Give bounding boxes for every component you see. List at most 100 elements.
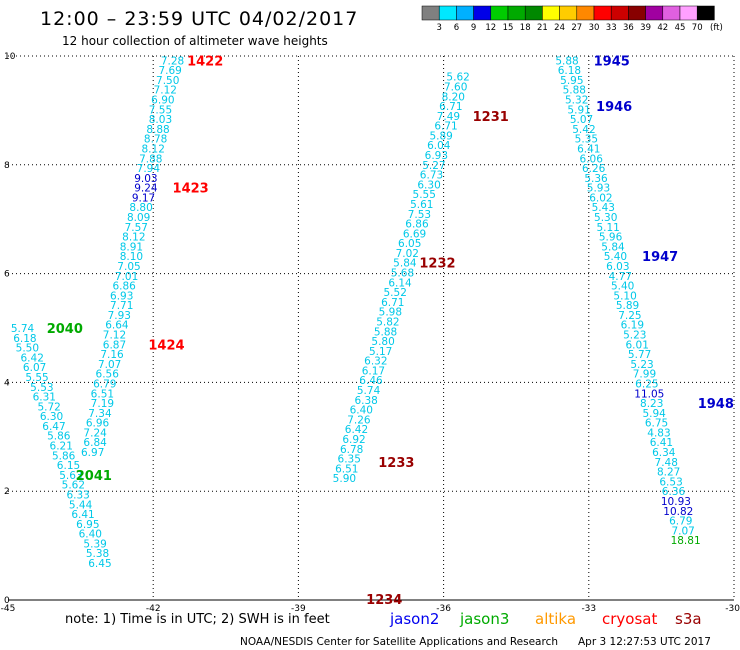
wave-height-point: 5.43 [592, 202, 615, 214]
wave-height-point: 6.40 [350, 405, 373, 417]
wave-height-point: 7.53 [408, 209, 431, 221]
pass-time-label: 1946 [596, 100, 632, 115]
wave-height-point: 8.12 [122, 232, 145, 244]
pass-time-label: 1947 [642, 250, 678, 265]
wave-height-point: 5.98 [379, 307, 402, 319]
wave-height-point: 8.88 [146, 124, 169, 136]
wave-height-point: 6.71 [434, 121, 457, 133]
wave-height-point: 7.28 [161, 55, 184, 67]
colorbar-swatch [559, 5, 578, 21]
wave-height-point: 11.05 [634, 388, 664, 400]
colorbar-swatch [696, 5, 715, 21]
wave-height-point: 6.86 [112, 281, 136, 293]
wave-height-point: 5.86 [47, 431, 71, 443]
colorbar-label: 15 [503, 23, 514, 33]
wave-height-point: 6.97 [81, 447, 104, 459]
colorbar-swatch [576, 5, 595, 21]
wave-height-point: 7.02 [396, 248, 419, 260]
y-tick-label: 8 [4, 161, 10, 171]
wave-height-point: 5.74 [357, 385, 381, 397]
colorbar-swatch [438, 5, 457, 21]
colorbar-label: 70 [692, 23, 703, 33]
wave-height-point: 6.32 [364, 356, 387, 368]
wave-height-point: 7.12 [154, 85, 177, 97]
wave-height-point: 5.68 [391, 268, 414, 280]
wave-height-point: 8.78 [144, 134, 167, 146]
colorbar-label: 21 [537, 23, 548, 33]
wave-height-point: 8.10 [120, 251, 143, 263]
wave-height-point: 5.72 [37, 401, 60, 413]
wave-height-point: 7.93 [108, 310, 131, 322]
wave-height-point: 8.09 [127, 212, 150, 224]
colorbar-label: 33 [606, 23, 617, 33]
wave-height-point: 5.88 [555, 55, 578, 67]
colorbar: 3 6 9 12 15 18 21 24 27 30 33 36 39 42 45 70 [421, 5, 715, 33]
wave-height-point: 5.39 [83, 538, 106, 550]
wave-height-point: 9.24 [134, 183, 158, 195]
wave-height-point: 5.07 [570, 114, 593, 126]
wave-height-point: 6.19 [621, 320, 644, 332]
wave-height-point: 5.61 [410, 199, 433, 211]
wave-height-point: 6.79 [669, 516, 692, 528]
wave-height-point: 6.36 [662, 486, 686, 498]
wave-height-point: 7.25 [618, 310, 641, 322]
colorbar-label: 42 [657, 23, 668, 33]
wave-height-point: 5.38 [86, 548, 109, 560]
pass-time-label: 1424 [148, 338, 184, 353]
pass-time-label: 1231 [473, 110, 509, 125]
wave-height-point: 5.86 [52, 450, 76, 462]
wave-height-point: 5.23 [623, 330, 646, 342]
legend-item-cryosat: cryosat [602, 610, 657, 628]
x-tick-label: -42 [146, 604, 161, 614]
pass-time-label: 1233 [378, 456, 414, 471]
wave-height-point: 6.02 [589, 192, 612, 204]
wave-height-point: 6.53 [659, 476, 682, 488]
wave-height-point: 6.07 [23, 362, 46, 374]
colorbar-swatch [645, 5, 664, 21]
wave-height-point: 6.30 [417, 179, 440, 191]
wave-height-point: 5.88 [374, 326, 397, 338]
chart-title: 12:00 – 23:59 UTC 04/02/2017 [40, 8, 358, 30]
colorbar-swatch [456, 5, 474, 21]
wave-height-point: 5.42 [572, 124, 595, 136]
credit-text: NOAA/NESDIS Center for Satellite Applica… [240, 636, 558, 648]
wave-height-point: 5.23 [630, 359, 653, 371]
colorbar-label: 18 [520, 23, 531, 33]
wave-height-point: 6.56 [96, 369, 120, 381]
pass-time-label: 1232 [419, 257, 455, 272]
y-tick-label: 6 [4, 270, 10, 280]
pass-time-label: 2041 [76, 469, 112, 484]
wave-height-point: 7.49 [437, 111, 460, 123]
wave-height-point: 7.26 [347, 414, 371, 426]
wave-height-point: 6.75 [645, 418, 668, 430]
wave-height-point: 5.80 [371, 336, 394, 348]
colorbar-unit: (ft) [710, 23, 723, 33]
wave-height-point: 5.52 [384, 287, 407, 299]
wave-height-point: 6.18 [13, 333, 36, 345]
colorbar-swatch [490, 5, 509, 21]
wave-height-point: 7.12 [103, 330, 126, 342]
wave-height-point: 7.57 [125, 222, 148, 234]
pass-time-label: 2040 [47, 322, 83, 337]
wave-height-point: 6.71 [439, 101, 462, 113]
wave-height-point: 7.69 [158, 65, 181, 77]
wave-height-point: 6.93 [425, 150, 448, 162]
wave-height-point: 18.81 [671, 535, 701, 547]
wave-height-point: 5.40 [611, 281, 634, 293]
y-tick-label: 2 [4, 487, 10, 497]
satellite-legend: jason2 jason3 altika cryosat s3a [389, 610, 702, 628]
wave-height-point: 5.77 [628, 349, 651, 361]
time-labels: 1422 1423 1424 2040 2041 1231 1232 1233 1234 1945… [47, 54, 734, 608]
wave-height-point: 7.99 [633, 369, 656, 381]
wave-height-point: 6.15 [57, 460, 80, 472]
wave-height-point: 10.82 [663, 506, 693, 518]
colorbar-swatch [421, 5, 440, 21]
wave-height-point: 6.41 [71, 509, 94, 521]
wave-height-point: 4.83 [647, 427, 670, 439]
wave-height-point: 7.01 [115, 271, 138, 283]
x-tick-label: -36 [436, 604, 451, 614]
wave-height-point: 6.47 [42, 421, 65, 433]
colorbar-swatch [662, 5, 681, 21]
